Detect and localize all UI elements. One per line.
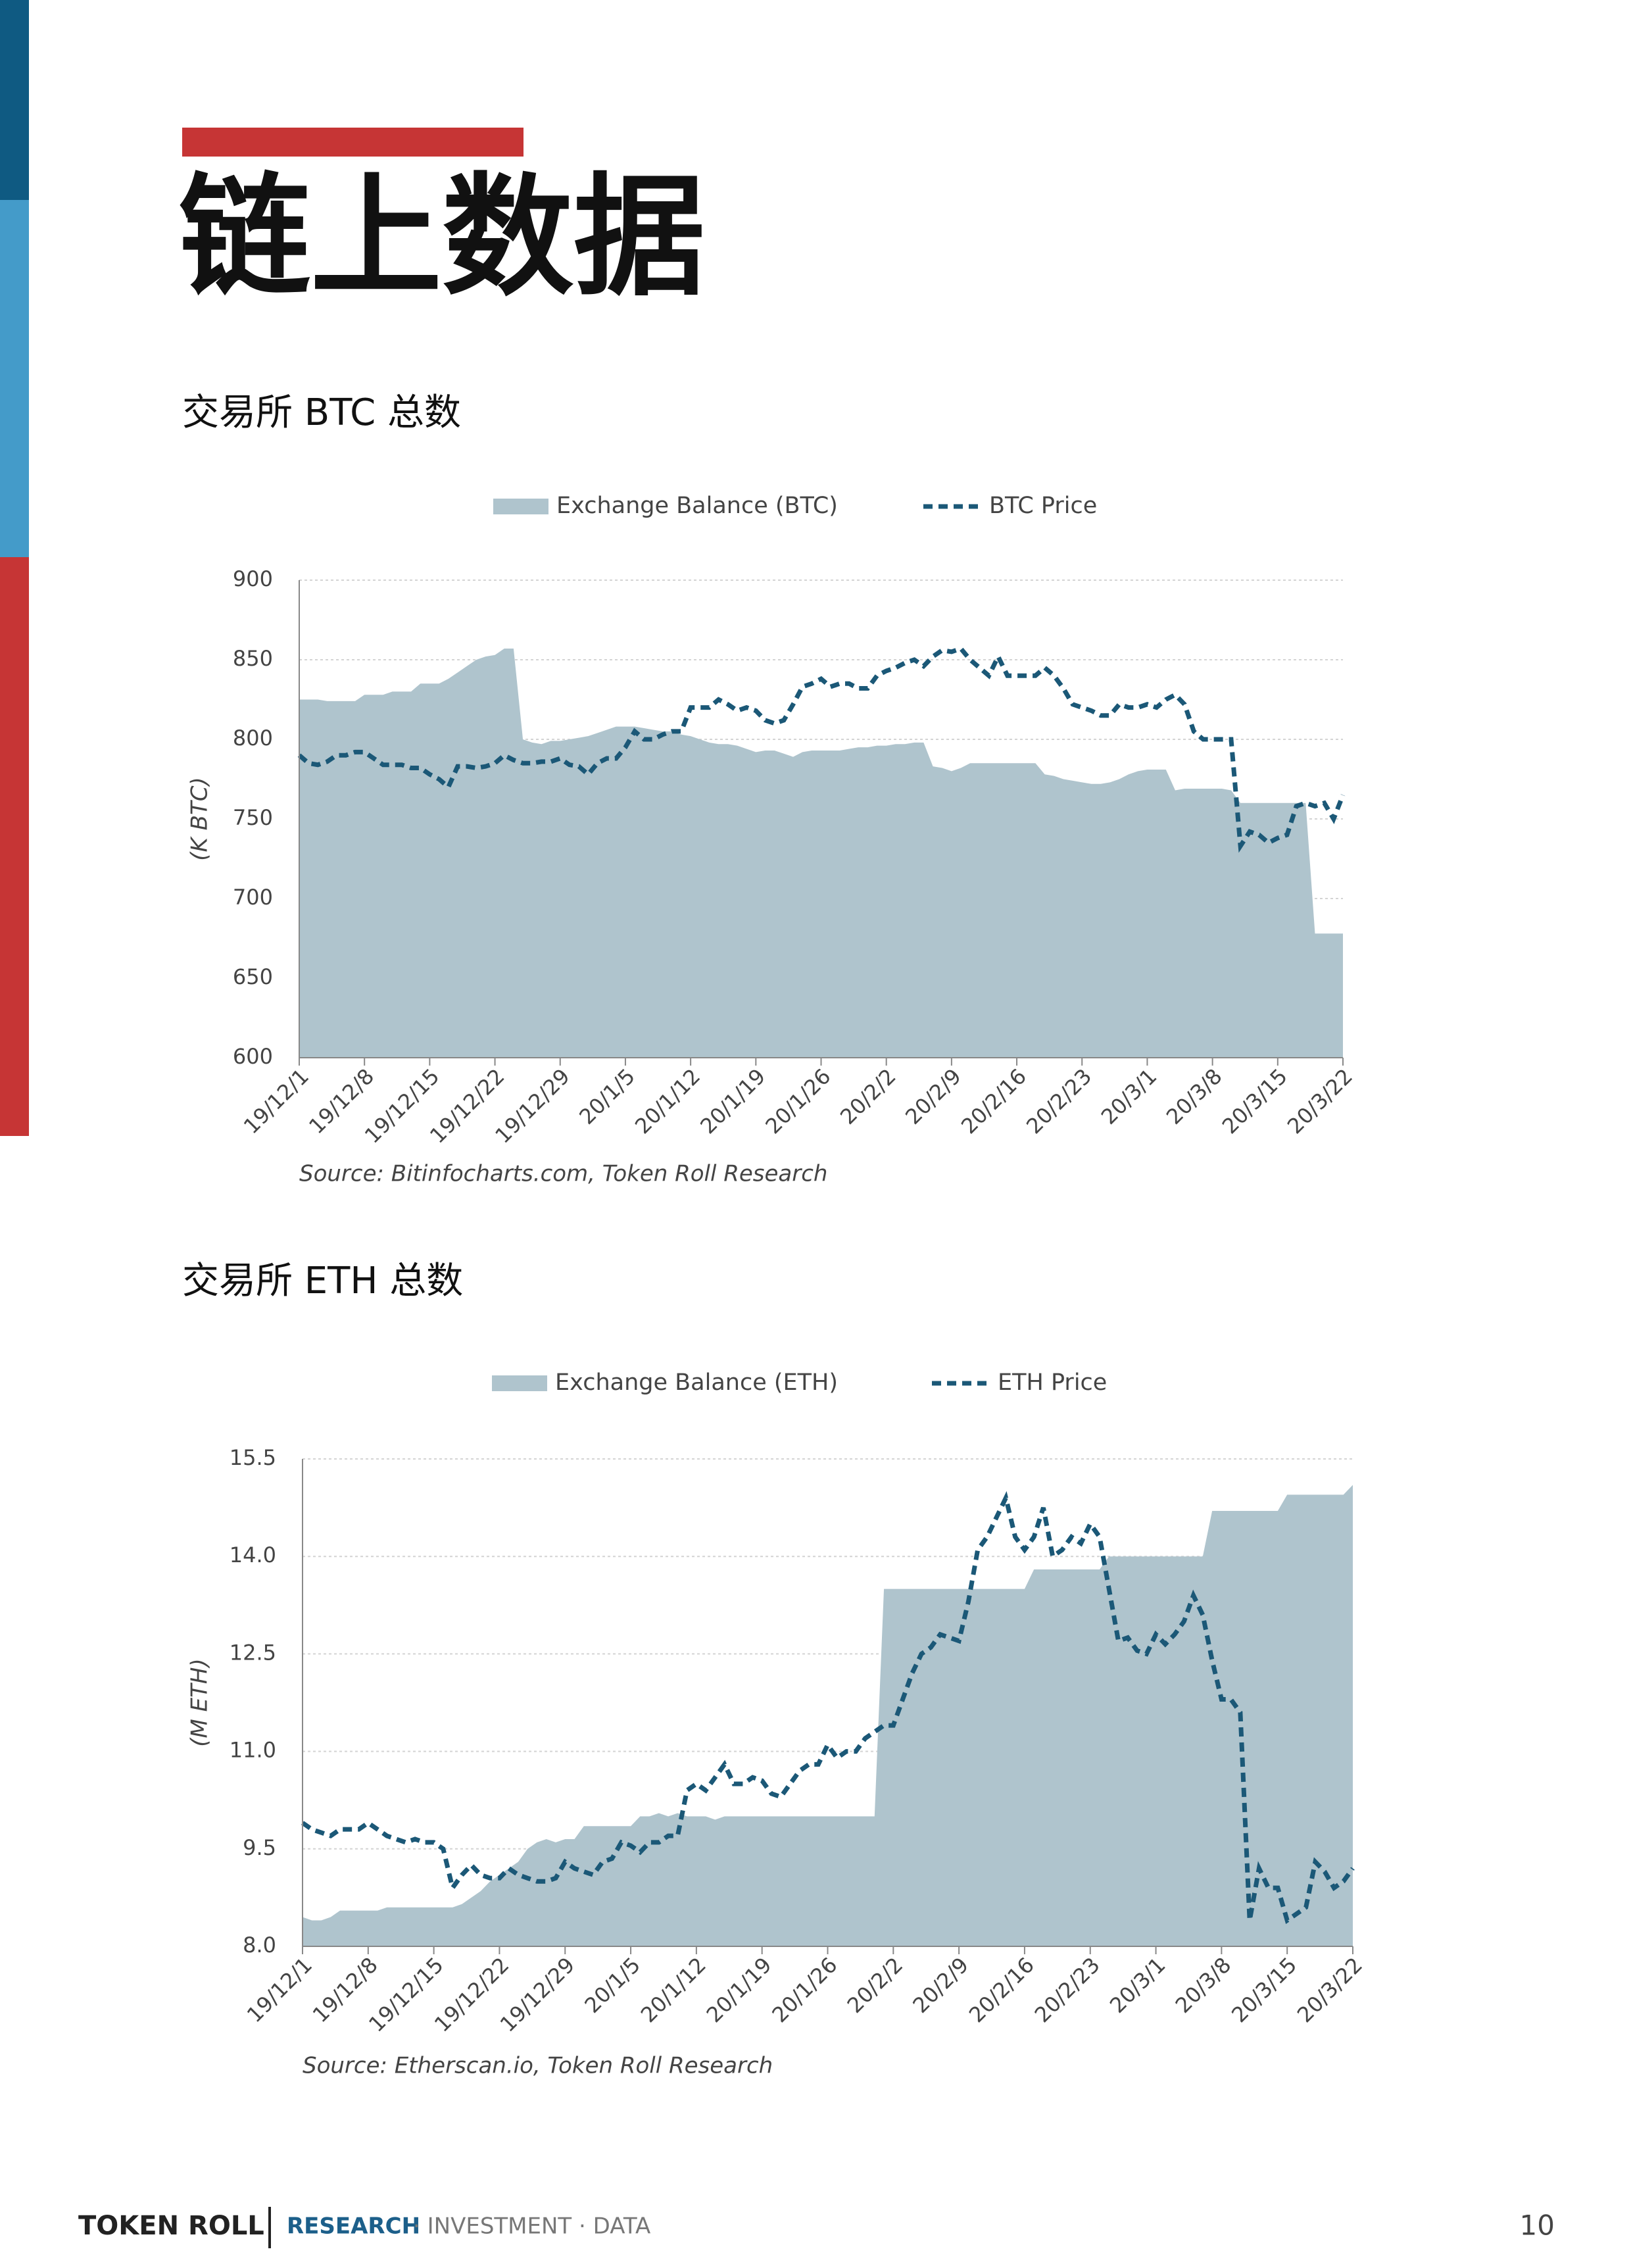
source-note: Source: Bitinfocharts.com, Token Roll Re…	[299, 1161, 827, 1187]
legend-label: Exchange Balance (ETH)	[555, 1369, 838, 1396]
y-axis-label: (M ETH)	[187, 1658, 213, 1747]
y-tick-label: 8.0	[243, 1933, 276, 1958]
page-title: 链上数据	[179, 161, 705, 314]
legend-swatch	[492, 1375, 547, 1391]
legend-label: BTC Price	[989, 493, 1097, 519]
y-tick-label: 9.5	[243, 1835, 276, 1860]
y-tick-label: 14.0	[230, 1542, 276, 1567]
chart-heading: 交易所 BTC 总数	[182, 391, 461, 434]
page-number: 10	[1520, 2209, 1555, 2242]
area-series	[299, 649, 1343, 1058]
legend-label: Exchange Balance (BTC)	[556, 493, 838, 519]
y-tick-label: 900	[233, 566, 273, 591]
line-series	[301, 1491, 1355, 1925]
y-tick-label: 12.5	[230, 1640, 276, 1665]
y-tick-label: 15.5	[230, 1445, 276, 1470]
area-series	[303, 1485, 1353, 1946]
side-bar-red	[0, 557, 29, 1136]
chart-heading: 交易所 ETH 总数	[182, 1260, 463, 1302]
side-bar-dark	[0, 0, 29, 200]
y-tick-label: 850	[233, 646, 273, 671]
legend-label: ETH Price	[998, 1369, 1107, 1396]
y-tick-label: 650	[233, 964, 273, 989]
y-tick-label: 700	[233, 885, 273, 910]
line-series	[297, 645, 1346, 853]
y-tick-label: 11.0	[230, 1738, 276, 1763]
footer-tagline: · INVESTMENT · DATA	[413, 2213, 650, 2240]
footer-highlight: RESEARCH	[287, 2213, 420, 2240]
y-tick-label: 600	[233, 1044, 273, 1069]
source-note: Source: Etherscan.io, Token Roll Researc…	[303, 2053, 773, 2079]
footer-brand: TOKEN ROLL	[78, 2211, 264, 2241]
legend-swatch	[493, 499, 548, 514]
y-axis-label: (K BTC)	[187, 777, 213, 860]
y-tick-label: 800	[233, 726, 273, 751]
side-bar-light	[0, 200, 29, 557]
y-tick-label: 750	[233, 805, 273, 830]
title-rule	[182, 128, 523, 157]
